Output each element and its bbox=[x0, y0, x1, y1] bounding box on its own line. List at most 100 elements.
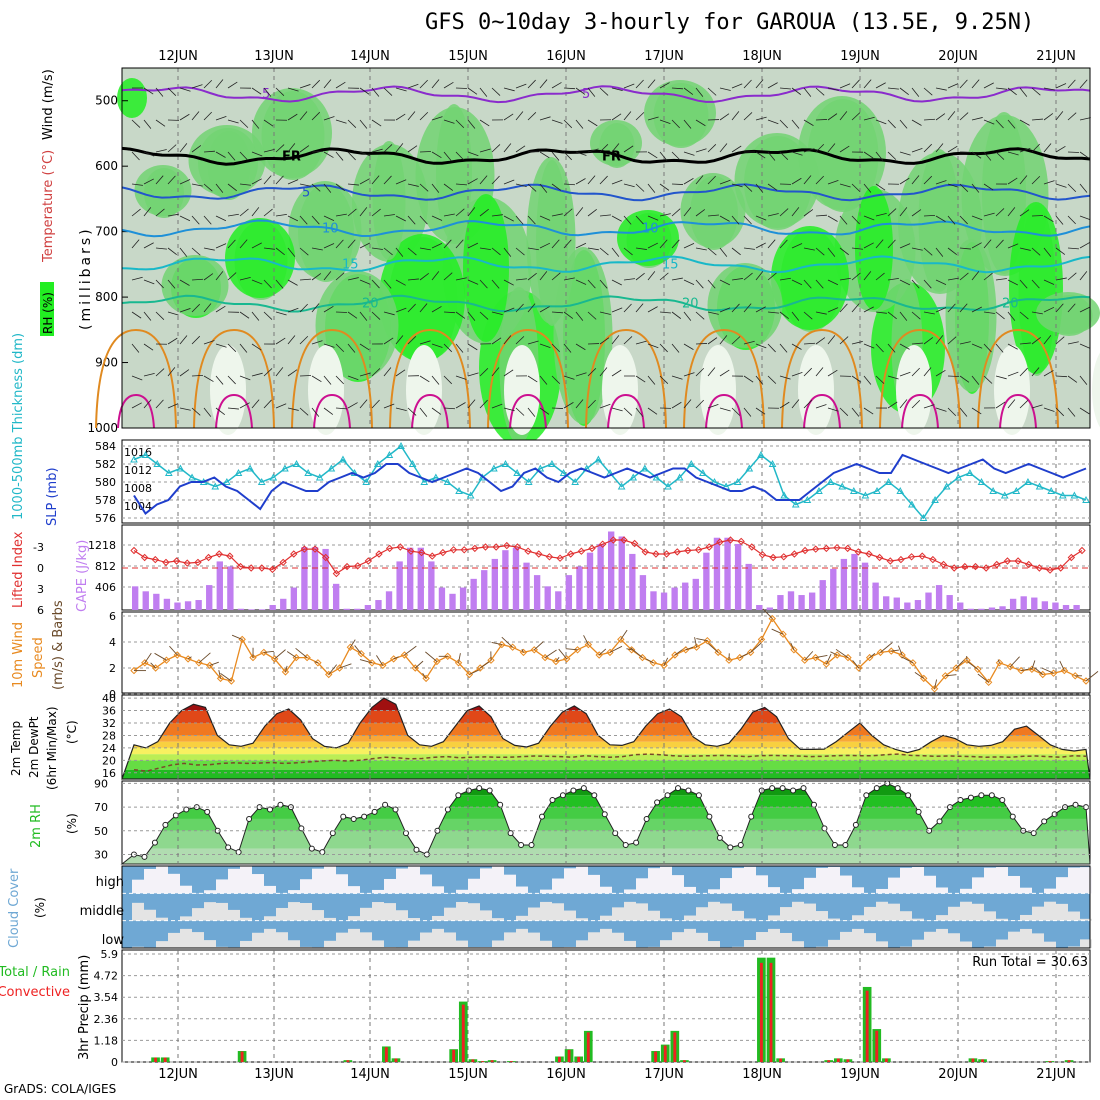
x-tick-label-bottom: 13JUN bbox=[254, 1067, 294, 1082]
rh-marker bbox=[978, 792, 985, 799]
wind-barb bbox=[455, 343, 464, 353]
rh-marker bbox=[403, 830, 409, 837]
wind-barb bbox=[539, 183, 548, 193]
cloud-cell bbox=[492, 940, 504, 948]
rh-marker bbox=[225, 844, 232, 851]
temperature-contour bbox=[411, 393, 449, 429]
wind-barb bbox=[1009, 656, 1020, 668]
wind-barb bbox=[599, 144, 609, 153]
wind-barb bbox=[143, 399, 152, 409]
wind-barb bbox=[203, 215, 212, 225]
lifted-index-marker bbox=[961, 562, 969, 571]
wind-barb bbox=[1031, 660, 1036, 670]
wind-barb bbox=[1079, 271, 1088, 281]
wind-barb bbox=[443, 239, 452, 249]
wind-barb bbox=[179, 143, 188, 153]
lifted-index-marker bbox=[620, 536, 628, 544]
wind-barb bbox=[203, 407, 212, 417]
wind-barb bbox=[431, 407, 442, 415]
wind-barb bbox=[263, 650, 274, 653]
wind-barb bbox=[719, 215, 730, 222]
rh-moist-region bbox=[463, 194, 509, 342]
lifted-index-marker bbox=[567, 550, 575, 558]
wind-barb bbox=[143, 343, 154, 351]
wind-speed-marker bbox=[746, 648, 755, 657]
cape-bar bbox=[830, 568, 837, 610]
wind-barb bbox=[215, 305, 226, 313]
wind-barb bbox=[311, 79, 321, 89]
wind-barb bbox=[239, 183, 251, 186]
wind-barb bbox=[707, 367, 716, 377]
wind-barb bbox=[155, 175, 164, 185]
wind-barb bbox=[275, 144, 285, 153]
wind-barb bbox=[503, 407, 515, 412]
wind-barb bbox=[839, 303, 848, 313]
x-tick-label-top: 18JUN bbox=[742, 49, 782, 64]
wind-speed-marker bbox=[876, 648, 885, 657]
wind-barb bbox=[767, 119, 779, 125]
y-tick-label: 582 bbox=[95, 458, 116, 471]
wind-barb bbox=[231, 634, 243, 640]
wind-barb bbox=[443, 272, 453, 281]
cloud-cell bbox=[636, 878, 648, 894]
rh-moist-region bbox=[590, 120, 642, 166]
wind-barb bbox=[479, 368, 489, 377]
wind-barb bbox=[263, 247, 275, 250]
cloud-cell bbox=[192, 908, 204, 921]
x-tick-label-bottom: 14JUN bbox=[350, 1067, 390, 1082]
thickness-marker bbox=[397, 441, 405, 449]
wind-barb bbox=[239, 208, 249, 217]
cape-bar bbox=[301, 547, 308, 610]
wind-speed-marker bbox=[714, 648, 722, 657]
lifted-index-marker bbox=[471, 544, 479, 553]
wind-barb bbox=[827, 247, 836, 257]
wind-barb bbox=[1079, 375, 1088, 385]
wind-barb bbox=[671, 87, 683, 90]
wind-barb bbox=[558, 648, 568, 660]
thickness-marker bbox=[490, 464, 498, 472]
wind-barb bbox=[803, 247, 815, 251]
cloud-cell bbox=[792, 901, 804, 921]
wind-barb bbox=[1043, 113, 1054, 121]
wind-barb bbox=[731, 145, 742, 153]
rh-marker bbox=[235, 849, 242, 856]
wind-barb bbox=[923, 175, 933, 185]
y-tick-label: 3 bbox=[37, 583, 44, 596]
precip-convective-bar bbox=[567, 1049, 571, 1062]
wind-speed-marker bbox=[303, 653, 311, 662]
wind-barb bbox=[1079, 215, 1091, 221]
cloud-cell bbox=[252, 874, 264, 894]
cape-bar bbox=[787, 591, 795, 610]
cloud-cell bbox=[372, 940, 384, 948]
precip-convective-bar bbox=[346, 1060, 350, 1062]
rh-marker bbox=[350, 815, 357, 822]
wind-barb bbox=[575, 242, 587, 249]
cloud-cell bbox=[516, 928, 528, 948]
cape-bar bbox=[893, 597, 900, 610]
thickness-marker bbox=[373, 459, 382, 467]
thickness-marker bbox=[699, 468, 707, 476]
wind-barb bbox=[755, 343, 767, 349]
wind-barb bbox=[335, 239, 344, 249]
cape-bar bbox=[459, 587, 467, 610]
cloud-cell bbox=[300, 879, 312, 894]
precip-convective-bar bbox=[683, 1060, 686, 1062]
wind-barb bbox=[671, 375, 683, 380]
rh-marker bbox=[371, 808, 378, 815]
wind-barb bbox=[455, 239, 464, 249]
wind-barb bbox=[659, 213, 671, 217]
wind-barb bbox=[299, 303, 308, 313]
wind-barb bbox=[959, 375, 970, 383]
rh-marker bbox=[957, 796, 964, 803]
wind-barb bbox=[635, 79, 644, 89]
cloud-cell bbox=[876, 888, 888, 894]
wind-barb bbox=[803, 279, 812, 289]
lifted-index-marker bbox=[545, 553, 554, 561]
cloud-cell bbox=[420, 874, 432, 894]
wind-barb bbox=[997, 659, 1000, 663]
wind-barb bbox=[443, 213, 455, 217]
rh-legend-swatch bbox=[40, 282, 54, 336]
wind-barb bbox=[983, 183, 994, 191]
cape-bar bbox=[629, 553, 636, 610]
wind-barb bbox=[455, 208, 465, 217]
